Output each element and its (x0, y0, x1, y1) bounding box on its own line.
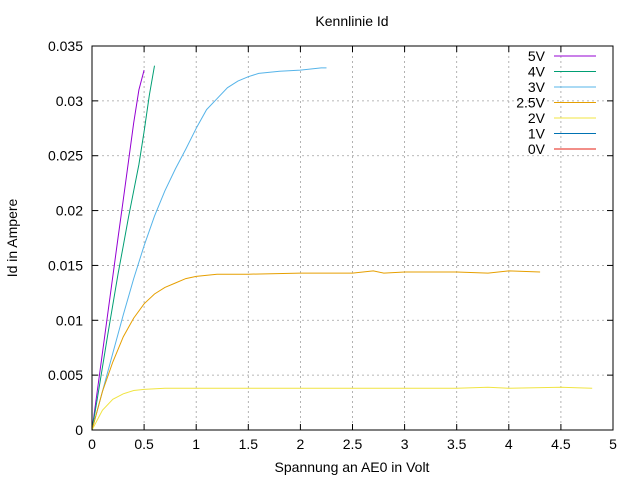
legend-label: 3V (528, 79, 546, 95)
x-tick-label: 5 (609, 436, 617, 452)
y-tick-label: 0.025 (48, 148, 83, 164)
ticks: 0 0.5 1 1.5 2 2.5 3 3.5 4 4.5 5 0 0.005 0.01 0.015 0.02… (48, 38, 617, 452)
y-axis-label: Id in Ampere (4, 198, 20, 277)
legend-label: 4V (528, 64, 546, 80)
y-tick-label: 0.015 (48, 257, 83, 273)
series-line-5v (91, 69, 145, 431)
x-tick-label: 2 (297, 436, 305, 452)
y-tick-label: 0.035 (48, 38, 83, 54)
series-line-2-5v (91, 270, 541, 431)
y-tick-label: 0.02 (56, 203, 83, 219)
x-tick-label: 4 (505, 436, 513, 452)
grid (92, 46, 613, 430)
y-tick-label: 0.03 (56, 93, 83, 109)
series-line-3v (91, 67, 327, 431)
series-line-2v (91, 386, 593, 431)
x-axis-label: Spannung an AE0 in Volt (275, 459, 430, 475)
x-tick-label: 3.5 (447, 436, 467, 452)
legend-label: 1V (528, 126, 546, 142)
y-tick-label: 0.01 (56, 312, 83, 328)
legend-label: 2.5V (516, 95, 545, 111)
x-tick-label: 3 (401, 436, 409, 452)
chart-title: Kennlinie Id (315, 13, 388, 29)
x-tick-label: 0.5 (134, 436, 154, 452)
y-tick-label: 0 (75, 422, 83, 438)
x-tick-label: 0 (88, 436, 96, 452)
x-tick-label: 4.5 (551, 436, 571, 452)
legend-label: 5V (528, 48, 546, 64)
x-tick-label: 1.5 (239, 436, 259, 452)
legend-label: 2V (528, 110, 546, 126)
x-tick-label: 1 (192, 436, 200, 452)
x-tick-label: 2.5 (343, 436, 363, 452)
legend-label: 0V (528, 141, 546, 157)
series-line-4v (91, 65, 155, 431)
y-tick-label: 0.005 (48, 367, 83, 383)
